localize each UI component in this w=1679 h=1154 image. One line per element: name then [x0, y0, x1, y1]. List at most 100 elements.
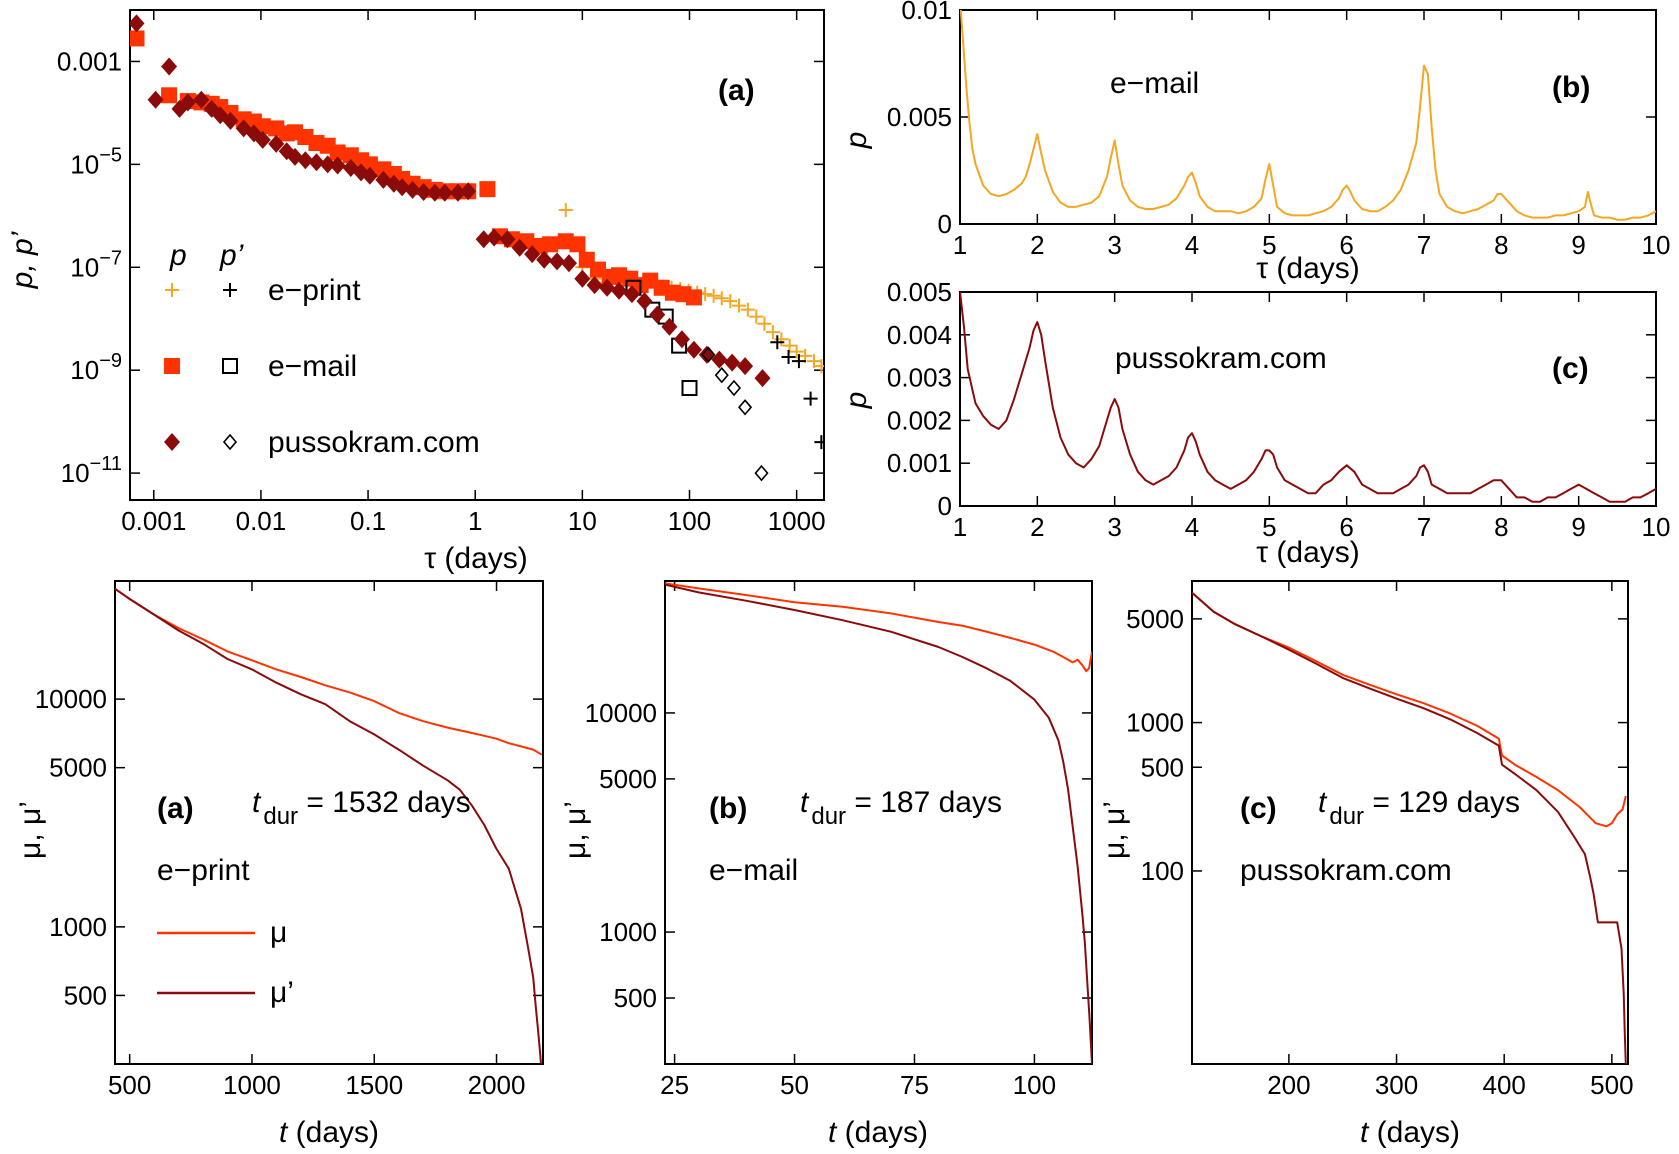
y-tick-label: 0: [938, 491, 952, 521]
plot-frame: [129, 9, 825, 501]
legend-marker-eprint-p: [165, 283, 179, 297]
plot-frame: [1191, 580, 1629, 1065]
x-tick-label: 500: [1590, 1070, 1633, 1100]
x-axis-label: τ (days): [1256, 252, 1360, 285]
data-point-pussokramcom-p: [711, 350, 728, 369]
x-tick-label: 9: [1571, 230, 1585, 260]
chart-bottom-b: 25 50 75 100 500 1000 5000 10000 (b) t dur = 187…: [559, 580, 1093, 1149]
data-point-pussokramcom-p: [661, 317, 678, 336]
data-point-pussokramcom-pprime: [726, 379, 742, 397]
data-point-pussokramcom-p: [511, 238, 528, 257]
x-tick-label: 500: [108, 1070, 151, 1100]
y-tick-label: 1000: [49, 912, 107, 942]
data-point-eprint-p: [806, 354, 821, 369]
x-tick-label: 1000: [768, 506, 826, 536]
panel-label: (c): [1240, 792, 1277, 825]
y-tick-label: 0.002: [887, 405, 952, 435]
x-tick-label: 50: [780, 1070, 809, 1100]
data-point-pussokramcom-p: [486, 228, 503, 247]
series-line-a: [1192, 591, 1627, 828]
series-line-a: [665, 582, 1092, 673]
data-point-pussokramcom-p: [636, 292, 653, 311]
data-point-eprint-p: [706, 288, 721, 303]
panel-label: (a): [718, 74, 755, 107]
data-point-pussokramcom-p: [361, 166, 378, 185]
data-point-pussokramcom-p: [549, 252, 566, 271]
y-tick-label: 500: [1141, 752, 1184, 782]
data-point-pussokramcom-p: [536, 250, 553, 269]
data-point-eprint-pprime: [791, 354, 806, 369]
data-point-pussokramcom-p: [319, 155, 336, 174]
y-tick-label: 0.01: [901, 0, 952, 25]
x-tick-label: 1: [468, 506, 482, 536]
x-tick-label: 4: [1185, 230, 1199, 260]
y-tick-label: 500: [614, 983, 657, 1013]
x-tick-label: 75: [900, 1070, 929, 1100]
data-point-eprint-p: [740, 302, 755, 317]
legend-label-email: e−mail: [268, 350, 357, 383]
data-point-pussokramcom-p: [179, 93, 196, 112]
data-point-pussokramcom-pprime: [714, 366, 729, 384]
data-point-pussokramcom-pprime: [754, 464, 769, 482]
x-tick-label: 10: [568, 506, 597, 536]
panel-label: (b): [709, 792, 747, 825]
legend-label-mu: μ: [270, 916, 287, 949]
tdur-label: t dur = 1532 days: [252, 786, 471, 830]
y-axis-label: p: [840, 132, 873, 150]
x-tick-label: 2: [1030, 512, 1044, 542]
x-tick-label: 5: [1262, 512, 1276, 542]
data-point-pussokramcom-p: [611, 281, 628, 300]
x-tick-label: 6: [1339, 512, 1353, 542]
series-line-b: [115, 587, 542, 1064]
legend-label-muprime: μ’: [270, 976, 294, 1009]
x-tick-label: 1000: [223, 1070, 281, 1100]
system-label: pussokram.com: [1240, 854, 1452, 887]
x-tick-label: 4: [1185, 512, 1199, 542]
system-label: e−mail: [709, 854, 798, 887]
data-point-pussokramcom-p: [574, 269, 591, 288]
legend-label-pussokram: pussokram.com: [268, 426, 480, 459]
data-point-pussokramcom-p: [297, 151, 314, 170]
chart-bottom-a: 500 1000 1500 2000 500 1000 5000 10000 (a) t dur…: [14, 580, 544, 1149]
y-tick-label: 0.001: [887, 448, 952, 478]
y-tick-label: 1000: [599, 917, 657, 947]
y-tick-label: 10−7: [70, 247, 122, 282]
chart-top-b: 1 2 3 4 5 6 7 8 9 10 0 0.005 0.01 e−mail (b) τ (days…: [840, 0, 1670, 285]
panel-label: (b): [1552, 71, 1590, 104]
tdur-label: t dur = 129 days: [1318, 786, 1520, 830]
y-tick-label: 0.005: [887, 102, 952, 132]
data-point-pussokramcom-p: [460, 182, 477, 201]
data-point-pussokramcom-p: [329, 156, 346, 175]
x-tick-label: 400: [1483, 1070, 1526, 1100]
y-tick-label: 5000: [599, 764, 657, 794]
legend-marker-eprint-pprime: [223, 283, 237, 297]
series-line-b: [665, 583, 1092, 1064]
data-point-eprint-p: [765, 325, 780, 340]
data-point-pussokramcom-p: [436, 183, 453, 202]
y-tick-label: 10−11: [61, 453, 122, 488]
legend-label-eprint: e−print: [268, 274, 361, 307]
data-point-pussokramcom-p: [193, 90, 210, 109]
data-point-pussokramcom-pprime: [738, 399, 753, 416]
data-point-email-p: [130, 30, 145, 47]
y-tick-label: 1000: [1126, 708, 1184, 738]
data-point-eprint-p: [782, 338, 797, 353]
data-point-pussokramcom-p: [161, 57, 178, 76]
series-line-a: [960, 10, 1656, 221]
y-tick-label: 100: [1141, 856, 1184, 886]
legend: p p’ e−print e−mail pussokram.com: [164, 239, 480, 459]
data-point-pussokramcom-p: [254, 130, 271, 149]
chart-bottom-c: 200 300 400 500 100 500 1000 5000 (c) t dur = 12…: [1098, 580, 1634, 1149]
legend-head-pprime: p’: [219, 239, 245, 272]
x-axis-label: t (days): [828, 1116, 928, 1149]
y-tick-label: 0.004: [887, 320, 952, 350]
data-point-pussokramcom-p: [130, 14, 145, 33]
data-point-pussokramcom-p: [394, 178, 411, 197]
x-tick-label: 0.1: [350, 506, 386, 536]
x-tick-label: 2: [1030, 230, 1044, 260]
x-tick-label: 2000: [468, 1070, 526, 1100]
data-point-pussokramcom-p: [147, 90, 164, 109]
data-point-email-p: [329, 144, 346, 161]
x-tick-label: 0.001: [121, 506, 186, 536]
